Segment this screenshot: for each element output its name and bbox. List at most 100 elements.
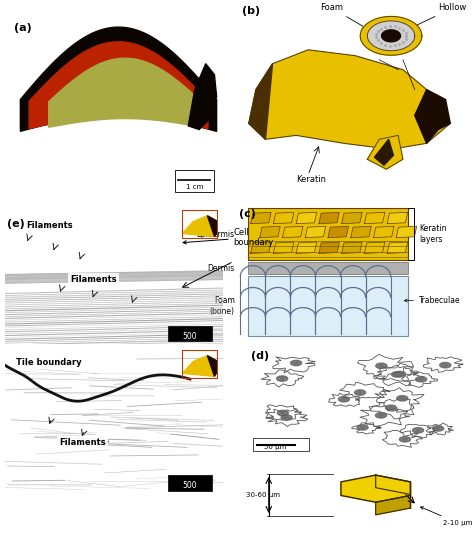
Bar — [168, 475, 212, 491]
Polygon shape — [355, 390, 365, 395]
Text: (d): (d) — [251, 351, 269, 362]
Polygon shape — [281, 412, 285, 414]
Polygon shape — [374, 139, 393, 165]
Text: (c): (c) — [239, 209, 256, 218]
Text: 2-10 μm: 2-10 μm — [420, 507, 472, 526]
Polygon shape — [401, 398, 404, 399]
Polygon shape — [440, 363, 451, 368]
Text: Keratin: Keratin — [296, 175, 326, 183]
Polygon shape — [338, 397, 349, 402]
Polygon shape — [367, 21, 415, 51]
Text: Hollow: Hollow — [398, 3, 467, 34]
Polygon shape — [367, 136, 403, 169]
Polygon shape — [357, 424, 368, 430]
Polygon shape — [249, 50, 450, 150]
Text: 500: 500 — [183, 331, 197, 341]
Polygon shape — [395, 373, 399, 376]
Text: Filaments: Filaments — [27, 221, 73, 230]
Text: 30-60 μm: 30-60 μm — [246, 492, 281, 498]
Polygon shape — [283, 226, 303, 238]
Polygon shape — [397, 395, 408, 401]
Bar — [248, 208, 408, 260]
Text: Epidermis: Epidermis — [197, 230, 235, 239]
Polygon shape — [396, 226, 417, 238]
Polygon shape — [403, 438, 407, 440]
Polygon shape — [342, 398, 346, 400]
Polygon shape — [365, 213, 385, 224]
Polygon shape — [49, 58, 201, 128]
Polygon shape — [385, 405, 397, 410]
Bar — [248, 276, 408, 336]
Polygon shape — [319, 242, 339, 253]
Polygon shape — [188, 63, 217, 130]
Polygon shape — [433, 426, 444, 431]
Polygon shape — [398, 373, 402, 375]
Polygon shape — [342, 242, 362, 253]
Text: Keratin
layers: Keratin layers — [419, 224, 447, 244]
Polygon shape — [419, 378, 423, 380]
Polygon shape — [251, 213, 271, 224]
Polygon shape — [387, 242, 408, 253]
Polygon shape — [277, 410, 289, 416]
Text: Filaments: Filaments — [70, 274, 117, 284]
Polygon shape — [387, 213, 408, 224]
Bar — [168, 326, 212, 341]
Polygon shape — [251, 242, 271, 253]
Polygon shape — [380, 365, 383, 367]
Polygon shape — [328, 226, 348, 238]
Polygon shape — [273, 213, 294, 224]
Polygon shape — [376, 475, 410, 494]
Text: 1 cm: 1 cm — [186, 184, 203, 190]
Polygon shape — [376, 495, 410, 515]
Polygon shape — [400, 437, 410, 442]
Bar — [175, 170, 214, 192]
Polygon shape — [207, 356, 220, 377]
Polygon shape — [273, 242, 294, 253]
Text: (b): (b) — [242, 6, 260, 16]
Polygon shape — [342, 213, 362, 224]
Polygon shape — [291, 360, 301, 366]
Text: Trabeculae: Trabeculae — [404, 296, 461, 305]
Polygon shape — [392, 372, 403, 377]
Polygon shape — [281, 378, 284, 379]
Polygon shape — [416, 377, 427, 382]
Polygon shape — [415, 89, 450, 143]
Polygon shape — [285, 417, 288, 419]
Text: Foam: Foam — [320, 3, 376, 34]
Text: 500: 500 — [183, 482, 197, 491]
Polygon shape — [437, 428, 440, 429]
Polygon shape — [351, 226, 371, 238]
Polygon shape — [360, 17, 422, 55]
Polygon shape — [379, 414, 383, 416]
Polygon shape — [319, 213, 339, 224]
Polygon shape — [182, 216, 218, 237]
Polygon shape — [29, 42, 208, 129]
Polygon shape — [20, 27, 217, 131]
Polygon shape — [375, 413, 386, 418]
Bar — [253, 438, 309, 451]
Text: 50 μm: 50 μm — [264, 444, 287, 450]
Text: Dermis: Dermis — [208, 264, 235, 273]
Text: (e): (e) — [7, 219, 25, 229]
Polygon shape — [305, 226, 326, 238]
Text: Tile boundary: Tile boundary — [16, 358, 81, 367]
Polygon shape — [207, 216, 220, 237]
Polygon shape — [341, 475, 410, 502]
Bar — [248, 262, 408, 274]
Polygon shape — [358, 392, 362, 393]
Polygon shape — [281, 415, 292, 420]
Polygon shape — [374, 226, 394, 238]
Text: (a): (a) — [14, 24, 32, 33]
Polygon shape — [444, 364, 447, 366]
Polygon shape — [294, 362, 298, 364]
Text: Foam
(bone): Foam (bone) — [210, 296, 235, 316]
Polygon shape — [260, 226, 280, 238]
Polygon shape — [376, 363, 387, 369]
Polygon shape — [182, 356, 218, 377]
Polygon shape — [296, 213, 317, 224]
Polygon shape — [296, 242, 317, 253]
Polygon shape — [361, 427, 365, 428]
Polygon shape — [277, 376, 288, 381]
Polygon shape — [389, 407, 393, 409]
Text: Filaments: Filaments — [59, 438, 106, 447]
